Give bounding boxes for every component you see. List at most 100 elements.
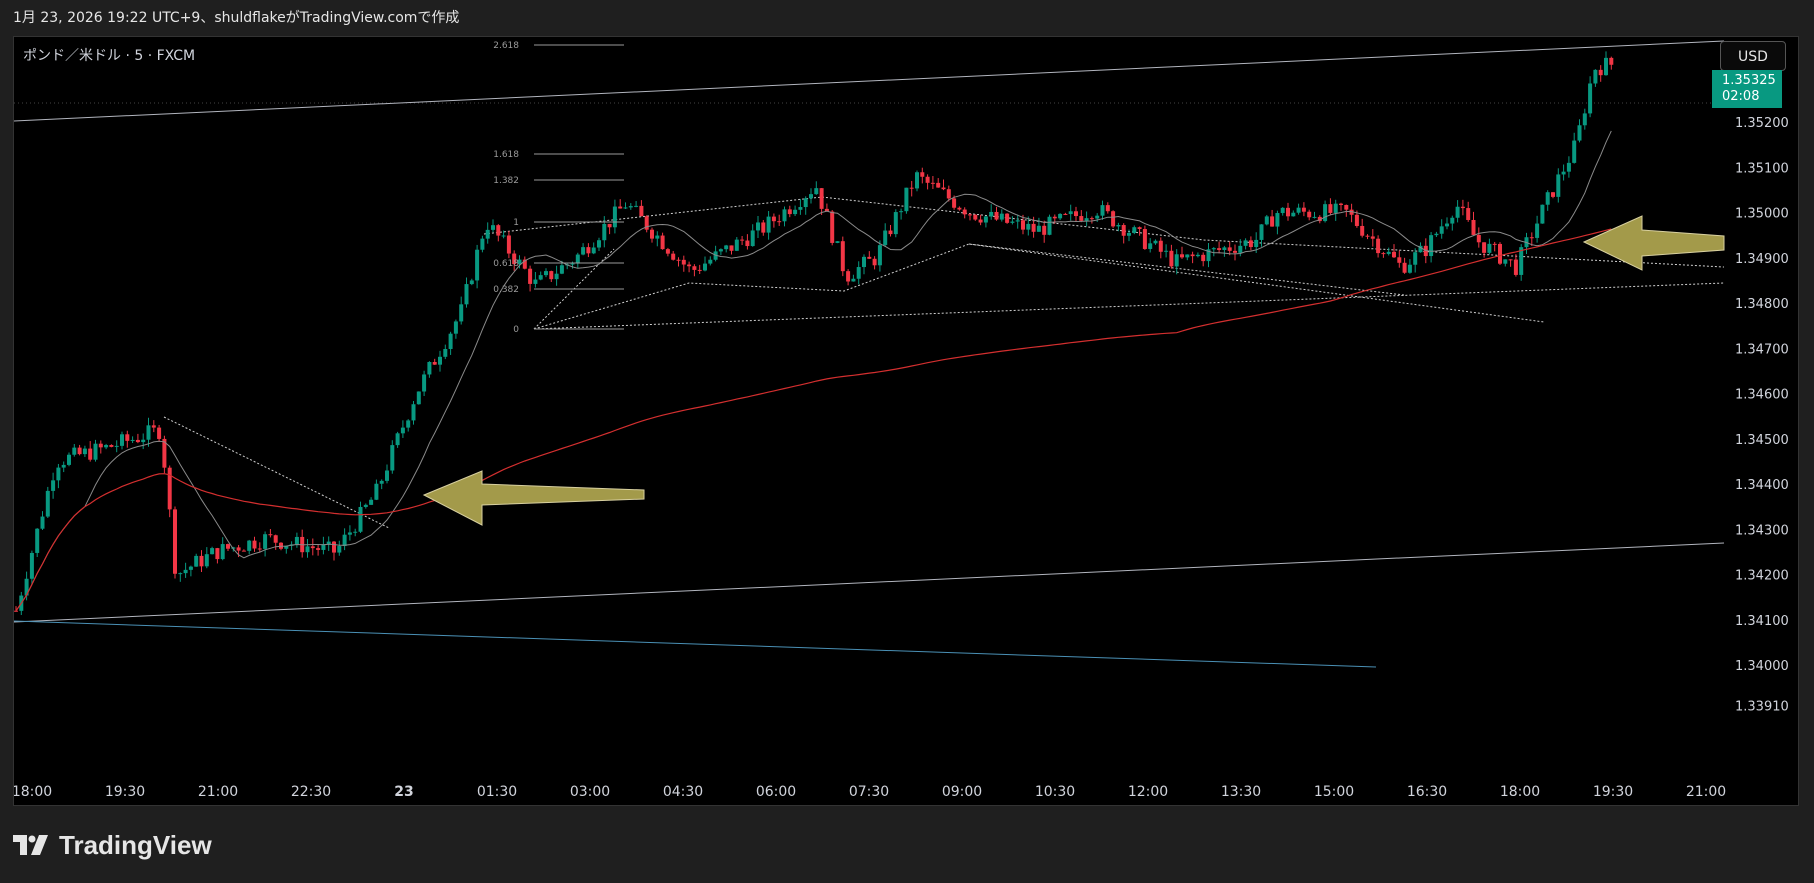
candle-body xyxy=(1402,262,1407,273)
candle-body xyxy=(1323,204,1328,222)
candle-body xyxy=(427,362,432,375)
candle-body xyxy=(1079,216,1084,221)
candle-body xyxy=(1466,208,1471,220)
candle-body xyxy=(1492,243,1497,245)
symbol-label[interactable]: ポンド／米ドル · 5 · FXCM xyxy=(23,48,196,64)
candle-body xyxy=(342,534,347,547)
candle-body xyxy=(1015,220,1020,222)
candle-body xyxy=(676,259,681,261)
candle-body xyxy=(793,209,798,215)
candle-body xyxy=(697,269,702,271)
candle-body xyxy=(1333,203,1338,213)
candle-body xyxy=(310,546,315,549)
candle-body xyxy=(915,172,919,189)
price-axis-label: 1.34100 xyxy=(1735,614,1789,629)
fib-level-label: 0.382 xyxy=(493,285,519,295)
candle-body xyxy=(946,189,951,199)
trend-line xyxy=(483,196,1725,268)
candle-body xyxy=(1275,213,1280,227)
candle-body xyxy=(204,554,209,567)
candle-body xyxy=(167,467,172,510)
candle-body xyxy=(114,445,119,447)
candle-body xyxy=(151,425,156,428)
candle-body xyxy=(93,443,98,460)
time-axis-label: 19:30 xyxy=(105,784,145,800)
candle-body xyxy=(464,284,469,305)
candle-body xyxy=(803,198,808,208)
candle-body xyxy=(703,263,707,271)
candle-body xyxy=(1031,223,1036,232)
currency-button[interactable]: USD xyxy=(1720,41,1786,71)
candle-body xyxy=(1572,140,1577,163)
candle-body xyxy=(1052,216,1057,219)
candle-body xyxy=(1227,247,1232,251)
price-chart[interactable]: 2.618 1.618 1.382 1 0.618 0.382 0 1.35400 1.352… xyxy=(14,37,1800,807)
candle-body xyxy=(104,445,109,448)
candle-body xyxy=(1105,205,1110,212)
candle-body xyxy=(607,223,612,228)
candle-body xyxy=(1254,239,1259,248)
time-axis-label: 06:00 xyxy=(756,784,796,800)
candle-body xyxy=(681,259,686,265)
candle-body xyxy=(1301,207,1306,212)
candle-body xyxy=(1180,254,1184,258)
candle-body xyxy=(263,534,268,549)
candle-body xyxy=(411,404,416,421)
candle-body xyxy=(1206,249,1211,262)
candle-body xyxy=(141,439,146,443)
chart-pane[interactable]: 2.618 1.618 1.382 1 0.618 0.382 0 1.35400 1.352… xyxy=(13,36,1799,806)
candle-body xyxy=(347,532,352,535)
candle-body xyxy=(485,229,490,239)
candle-body xyxy=(82,448,87,455)
trend-line xyxy=(163,416,390,529)
candle-body xyxy=(1360,225,1365,236)
candle-body xyxy=(639,205,644,217)
fib-level-label: 0 xyxy=(513,325,519,335)
candle-body xyxy=(1381,253,1386,255)
candle-body xyxy=(29,552,34,579)
candle-body xyxy=(1201,254,1206,262)
candle-body xyxy=(692,266,697,270)
tradingview-logo-icon xyxy=(13,835,48,855)
candle-body xyxy=(1121,225,1126,236)
candle-body xyxy=(814,188,819,195)
candle-body xyxy=(846,271,851,282)
candle-body xyxy=(798,207,803,210)
candle-body xyxy=(374,483,379,500)
candle-body xyxy=(1386,251,1391,254)
channel-upper-line xyxy=(14,40,1725,122)
candle-body xyxy=(544,271,548,276)
candle-body xyxy=(1068,211,1073,215)
candle-body xyxy=(538,275,543,280)
candle-body xyxy=(1164,250,1169,252)
candle-body xyxy=(1376,238,1381,254)
candle-body xyxy=(1476,234,1481,243)
candle-body xyxy=(252,540,257,549)
candle-body xyxy=(162,438,167,468)
tradingview-logo[interactable]: TradingView xyxy=(13,828,212,862)
candle-body xyxy=(1211,248,1216,250)
candle-body xyxy=(496,225,501,236)
candle-body xyxy=(745,240,750,247)
candle-body xyxy=(40,516,45,529)
channel-lower-line xyxy=(14,542,1725,623)
candle-body xyxy=(1259,224,1264,240)
candle-body xyxy=(602,223,607,241)
candle-body xyxy=(416,391,421,405)
candle-body xyxy=(1349,209,1354,215)
candle-body xyxy=(236,547,241,551)
candle-body xyxy=(210,548,215,555)
candle-body xyxy=(1439,226,1444,234)
candle-body xyxy=(1222,247,1227,250)
candle-body xyxy=(14,610,18,612)
candle-body xyxy=(1026,223,1031,230)
candle-body xyxy=(385,470,389,481)
candle-body xyxy=(1307,211,1312,218)
candle-body xyxy=(787,209,792,215)
time-axis-label: 13:30 xyxy=(1221,784,1261,800)
candle-body xyxy=(936,182,941,188)
candle-body xyxy=(1354,214,1359,226)
candle-body xyxy=(183,569,188,574)
candle-body xyxy=(390,445,395,471)
candle-body xyxy=(1317,216,1322,222)
